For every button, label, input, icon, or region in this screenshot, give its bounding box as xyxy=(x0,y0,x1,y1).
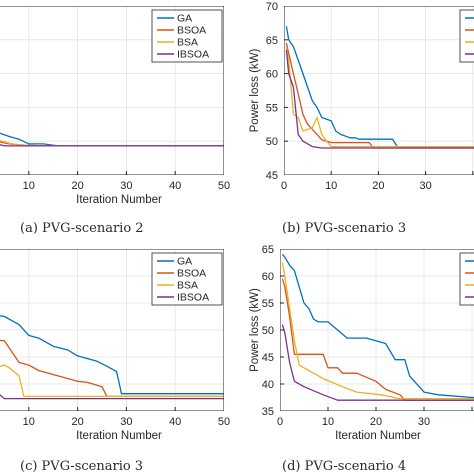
x-tick-label: 10 xyxy=(23,180,35,192)
y-tick-label: 55 xyxy=(262,298,274,310)
y-tick-label: 50 xyxy=(266,136,278,148)
x-tick-label: 20 xyxy=(71,416,83,428)
y-tick-label: 35 xyxy=(262,406,274,418)
y-tick-label: 60 xyxy=(262,271,274,283)
caption-panel-a: (a) PVG-scenario 2 xyxy=(20,221,144,236)
x-tick-label: 20 xyxy=(372,180,384,192)
series-line-ga xyxy=(281,253,474,399)
legend xyxy=(459,252,474,306)
series-line-bsa xyxy=(0,364,224,398)
series-line-ibsoa xyxy=(285,49,474,149)
x-tick-label: 50 xyxy=(218,416,230,428)
legend-label-ga: GA xyxy=(177,256,192,268)
x-axis-label: Iteration Number xyxy=(335,430,421,442)
x-tick-label: 50 xyxy=(218,180,230,192)
series-line-ga xyxy=(285,26,474,148)
caption-panel-b: (b) PVG-scenario 3 xyxy=(282,221,406,236)
legend-box xyxy=(459,252,474,306)
y-axis-label: Power loss (kW) xyxy=(249,288,261,372)
y-axis-label: Power loss (kW) xyxy=(249,48,261,132)
x-tick-label: 40 xyxy=(169,180,181,192)
y-tick-label: 40 xyxy=(262,379,274,391)
series-line-ga xyxy=(0,315,224,395)
legend-label-ibsoa: IBSOA xyxy=(177,49,209,61)
x-axis-label: Iteration Number xyxy=(76,194,162,206)
series-line-ibsoa xyxy=(0,394,224,400)
series-line-ibsoa xyxy=(0,144,224,147)
legend xyxy=(459,9,474,63)
y-tick-label: 65 xyxy=(262,244,274,256)
series-line-bsa xyxy=(285,46,474,148)
legend-label-bsa: BSA xyxy=(177,280,198,292)
y-tick-label: 60 xyxy=(266,69,278,81)
y-tick-label: 65 xyxy=(266,35,278,47)
x-tick-label: 30 xyxy=(418,416,430,428)
y-tick-label: 50 xyxy=(262,325,274,337)
legend-label-bsa: BSA xyxy=(177,37,198,49)
x-tick-label: 20 xyxy=(71,180,83,192)
x-axis-label: Iteration Number xyxy=(76,430,162,442)
caption-panel-d: (d) PVG-scenario 4 xyxy=(282,459,406,474)
caption-panel-c: (c) PVG-scenario 3 xyxy=(20,459,143,474)
series-line-ibsoa xyxy=(281,324,474,401)
x-tick-label: 10 xyxy=(325,180,337,192)
x-tick-label: 0 xyxy=(281,180,287,192)
x-tick-label: 0 xyxy=(277,416,283,428)
legend-box xyxy=(459,9,474,63)
series-line-bsoa xyxy=(0,339,224,398)
y-tick-label: 55 xyxy=(266,102,278,114)
y-tick-label: 45 xyxy=(262,352,274,364)
legend-label-bsoa: BSOA xyxy=(177,25,206,37)
x-tick-label: 10 xyxy=(23,416,35,428)
series-line-bsoa xyxy=(281,278,474,401)
series-line-bsoa xyxy=(285,43,474,149)
y-tick-label: 45 xyxy=(266,170,278,182)
legend-label-ga: GA xyxy=(177,13,192,25)
x-tick-label: 30 xyxy=(120,416,132,428)
legend-label-bsoa: BSOA xyxy=(177,268,206,280)
plot-area xyxy=(284,6,474,175)
x-tick-label: 30 xyxy=(120,180,132,192)
legend-label-ibsoa: IBSOA xyxy=(177,292,209,304)
x-tick-label: 10 xyxy=(322,416,334,428)
chart-panel-d: 0 10 20 30 35 40 45 50 55 60 65 Iteration Number Pow… xyxy=(249,244,474,442)
x-tick-label: 20 xyxy=(370,416,382,428)
x-tick-label: 30 xyxy=(419,180,431,192)
x-tick-label: 40 xyxy=(169,416,181,428)
y-tick-label: 70 xyxy=(266,1,278,13)
chart-panel-b: 0 10 20 30 45 50 55 60 65 70 Power loss (kW) xyxy=(249,1,474,192)
series-line-bsa xyxy=(281,262,474,400)
